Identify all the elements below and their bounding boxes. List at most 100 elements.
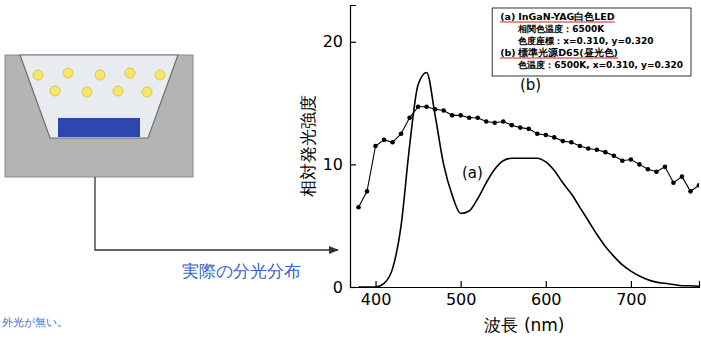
x-tick: 600 <box>531 281 562 309</box>
phosphor-particle <box>125 68 135 78</box>
x-axis-title: 波長 (nm) <box>484 315 564 335</box>
phosphor-particle <box>33 70 43 80</box>
x-tick-label: 500 <box>446 290 477 309</box>
legend-detail: 色度座標：x=0.310, y=0.320 <box>517 36 653 46</box>
x-axis: 400 500 600 700 <box>351 281 700 309</box>
series-marker <box>671 180 676 185</box>
series-marker <box>433 107 438 112</box>
chart-root: 実際の分光分布外光が無い。 400 500 600 700 0 10 20 波長 (nm) 相対発… <box>0 0 701 341</box>
series-marker <box>603 150 608 155</box>
series-marker <box>637 162 642 167</box>
series-marker <box>688 189 693 194</box>
curve-label: (a) <box>462 164 483 182</box>
phosphor-particle <box>113 86 123 96</box>
legend-box <box>492 8 691 76</box>
x-tick-label: 600 <box>531 290 562 309</box>
series-marker <box>365 189 370 194</box>
series-marker <box>424 104 429 109</box>
series-marker <box>509 123 514 128</box>
y-tick-mark <box>350 287 356 288</box>
x-tick-label: 700 <box>616 290 647 309</box>
x-tick: 500 <box>446 281 477 309</box>
y-tick-label: 0 <box>333 278 343 297</box>
annotation: 実際の分光分布 <box>182 261 301 281</box>
series-marker <box>543 133 548 138</box>
series-marker <box>526 127 531 132</box>
legend: (a)InGaN-YAG白色LED 相関色温度：6500K 色度座標：x=0.310… <box>492 8 691 76</box>
y-axis: 0 10 20 <box>323 6 356 297</box>
legend-detail: 色温度：6500K, x=0.310, y=0.320 <box>517 60 683 70</box>
x-tick-label: 400 <box>361 290 392 309</box>
annotation: 外光が無い。 <box>2 316 68 329</box>
series-marker <box>680 174 685 179</box>
y-tick: 10 <box>323 155 356 174</box>
series-marker <box>458 113 463 118</box>
series-marker <box>586 146 591 151</box>
series-marker <box>450 113 455 118</box>
series-marker <box>663 165 668 170</box>
series-marker <box>697 183 699 188</box>
axis-line <box>351 281 700 288</box>
series-marker <box>373 144 378 149</box>
phosphor-particle <box>155 70 165 80</box>
plot-area <box>356 72 699 287</box>
y-tick-label: 20 <box>323 32 343 51</box>
series-marker <box>620 158 625 163</box>
y-axis-title: 相対発光強度 <box>298 95 318 197</box>
led-chip <box>58 118 140 137</box>
series-marker <box>535 131 540 136</box>
x-tick-mark <box>546 281 547 287</box>
series-marker <box>552 135 557 140</box>
series-marker <box>595 147 600 152</box>
phosphor-particle <box>142 87 152 97</box>
series-marker <box>382 138 387 143</box>
series-marker <box>501 119 506 124</box>
legend-underline <box>500 21 615 22</box>
series-marker <box>399 131 404 136</box>
y-tick: 0 <box>333 278 356 297</box>
phosphor-particle <box>82 87 92 97</box>
legend-label: (a) <box>500 11 515 22</box>
x-tick-mark <box>461 281 462 287</box>
x-tick-mark <box>631 281 632 287</box>
series-line <box>359 107 699 208</box>
legend-entry: 標準光源D65(昼光色) <box>517 47 618 58</box>
series-marker <box>654 169 659 174</box>
x-tick-mark <box>375 281 376 287</box>
led-diagram <box>5 55 193 177</box>
y-tick-mark <box>350 164 356 165</box>
legend-label: (b) <box>500 47 515 58</box>
package-cavity <box>20 55 178 138</box>
phosphor-particle <box>63 68 73 78</box>
series-marker <box>561 139 566 144</box>
x-tick: 400 <box>361 281 392 309</box>
phosphor-particle <box>95 70 105 80</box>
series-marker <box>612 154 617 159</box>
series-marker <box>467 116 472 121</box>
phosphor-particle <box>50 86 60 96</box>
y-tick-label: 10 <box>323 155 343 174</box>
series-marker <box>484 119 489 124</box>
series-marker <box>518 125 523 130</box>
curve-label: (b) <box>520 76 541 94</box>
x-tick: 700 <box>616 281 647 309</box>
series-marker <box>629 157 634 162</box>
series-marker <box>646 167 651 172</box>
y-tick: 20 <box>323 32 356 51</box>
series-marker <box>390 140 395 145</box>
legend-underline <box>500 57 618 58</box>
axis-line <box>351 6 357 288</box>
series-line <box>359 72 699 287</box>
y-tick-mark <box>350 42 356 43</box>
package-body <box>5 55 193 177</box>
series-marker <box>441 108 446 113</box>
series-marker <box>492 120 497 125</box>
legend-detail: 相関色温度：6500K <box>517 24 605 34</box>
legend-entry: InGaN-YAG白色LED <box>518 11 615 22</box>
series-marker <box>578 144 583 149</box>
series-marker <box>416 104 421 109</box>
series-marker <box>569 140 574 145</box>
series-marker <box>407 116 412 121</box>
series-marker <box>356 205 361 210</box>
series-marker <box>475 116 480 121</box>
